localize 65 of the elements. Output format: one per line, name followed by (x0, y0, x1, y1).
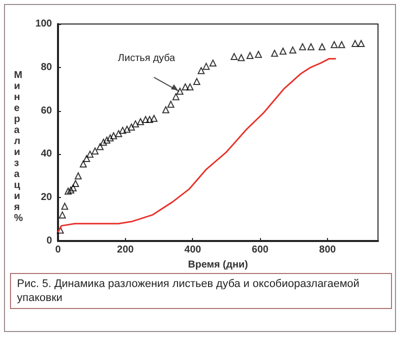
y-tick-label: 40 (40, 148, 52, 160)
point (142, 116, 150, 123)
point (100, 138, 107, 146)
y-tick-label: 100 (35, 18, 52, 30)
point (162, 106, 170, 114)
x-axis-title: Время (дни) (188, 259, 248, 270)
point (92, 147, 99, 154)
point (150, 114, 158, 122)
point (330, 41, 338, 48)
point (352, 40, 359, 48)
x-tick-label: 600 (252, 244, 269, 256)
point (230, 53, 238, 60)
y-tick-label: 0 (46, 236, 52, 246)
point (86, 150, 94, 158)
x-tick-label: 200 (117, 244, 134, 256)
y-tick-label: 20 (40, 192, 52, 204)
point (193, 78, 200, 86)
point (280, 48, 287, 55)
point (172, 93, 180, 100)
point (209, 60, 216, 67)
point (132, 120, 139, 128)
point (167, 100, 174, 108)
text: Рис. 5. Динамика разложения листьев дуба и оксобиоразлагаемой упаковки (10, 273, 392, 309)
point (246, 52, 254, 59)
annotation: Листья дуба (118, 52, 176, 64)
point (202, 62, 210, 70)
point (186, 83, 194, 90)
point (61, 202, 68, 210)
point (110, 132, 118, 140)
point (254, 50, 262, 58)
point (70, 184, 77, 192)
point (146, 116, 154, 123)
point (119, 126, 126, 134)
point (124, 126, 131, 133)
point (198, 67, 205, 74)
point (289, 46, 296, 54)
text: Минерализация % (14, 70, 23, 224)
point (128, 124, 135, 131)
point (176, 88, 184, 95)
point (64, 188, 72, 195)
y-tick-label: 80 (40, 62, 52, 73)
point (318, 43, 326, 50)
x-tick-label: 800 (319, 244, 336, 256)
point (67, 186, 74, 194)
point (80, 160, 87, 168)
y-tick-label: 60 (40, 105, 52, 116)
point (56, 226, 64, 234)
point (299, 43, 306, 50)
point (72, 180, 80, 187)
point (106, 134, 114, 142)
x-tick-label: 0 (55, 244, 62, 256)
point (83, 155, 90, 162)
point (115, 130, 122, 138)
point (358, 40, 365, 48)
x-tick-label: 400 (184, 244, 202, 256)
point (271, 50, 278, 57)
point (307, 43, 314, 50)
point (137, 118, 144, 126)
point (103, 136, 110, 144)
point (338, 41, 346, 48)
point (96, 143, 104, 150)
point (74, 172, 82, 180)
point (58, 211, 66, 218)
point (238, 54, 245, 62)
point (182, 83, 189, 90)
